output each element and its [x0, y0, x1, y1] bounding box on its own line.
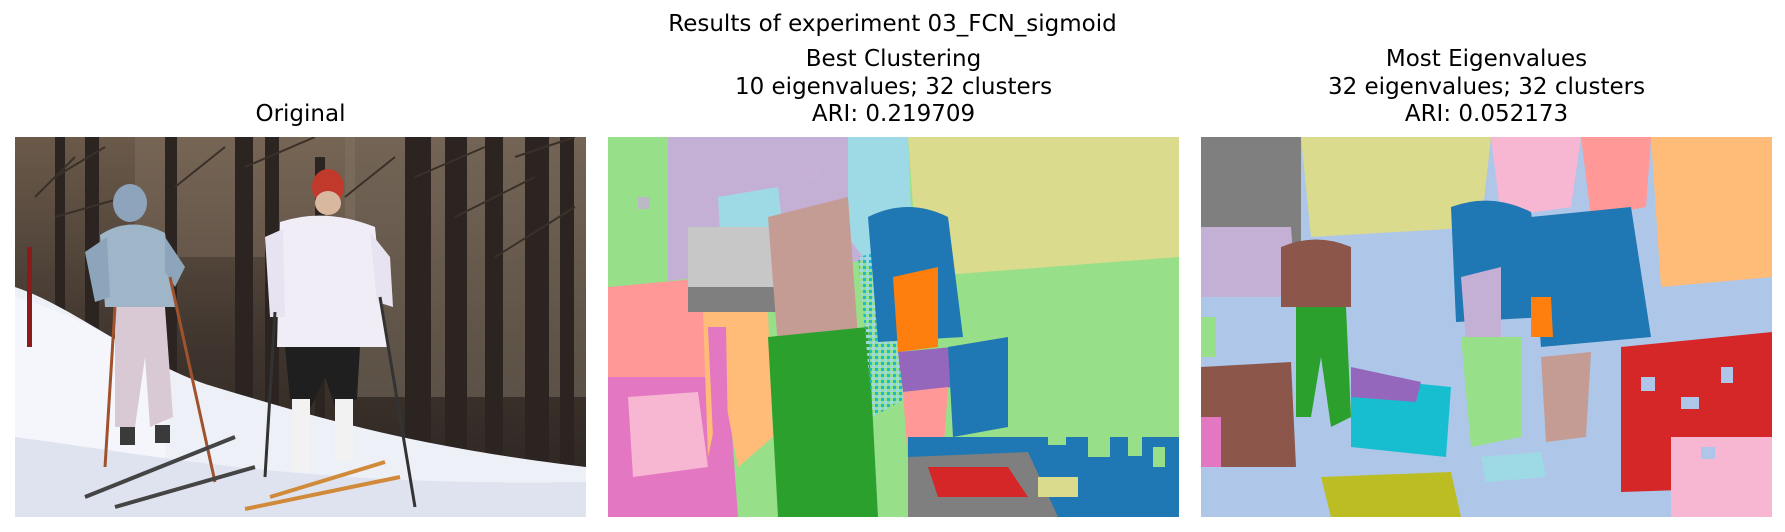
- panel-title-line: 32 eigenvalues; 32 clusters: [1327, 73, 1646, 100]
- panel-title-line: Original: [255, 101, 346, 127]
- panel-title-original: Original: [15, 101, 586, 129]
- panel-title-most: Most Eigenvalues 32 eigenvalues; 32 clus…: [1201, 46, 1772, 129]
- best-clustering-panel: [608, 137, 1179, 517]
- panel-title-line: Best Clustering: [805, 46, 982, 72]
- most-eigenvalues-panel: [1201, 137, 1772, 517]
- most-eigenvalues-segmentation: [1201, 137, 1772, 517]
- best-clustering-segmentation: [608, 137, 1179, 517]
- figure-suptitle: Results of experiment 03_FCN_sigmoid: [668, 11, 1117, 37]
- original-image-panel: [15, 137, 586, 517]
- panel-title-line: 10 eigenvalues; 32 clusters: [734, 73, 1053, 100]
- panel-title-line: ARI: 0.052173: [1404, 101, 1569, 127]
- original-photo: [15, 137, 586, 517]
- panel-title-best: Best Clustering 10 eigenvalues; 32 clust…: [608, 46, 1179, 129]
- panel-title-line: ARI: 0.219709: [811, 101, 976, 127]
- panel-title-line: Most Eigenvalues: [1385, 46, 1588, 72]
